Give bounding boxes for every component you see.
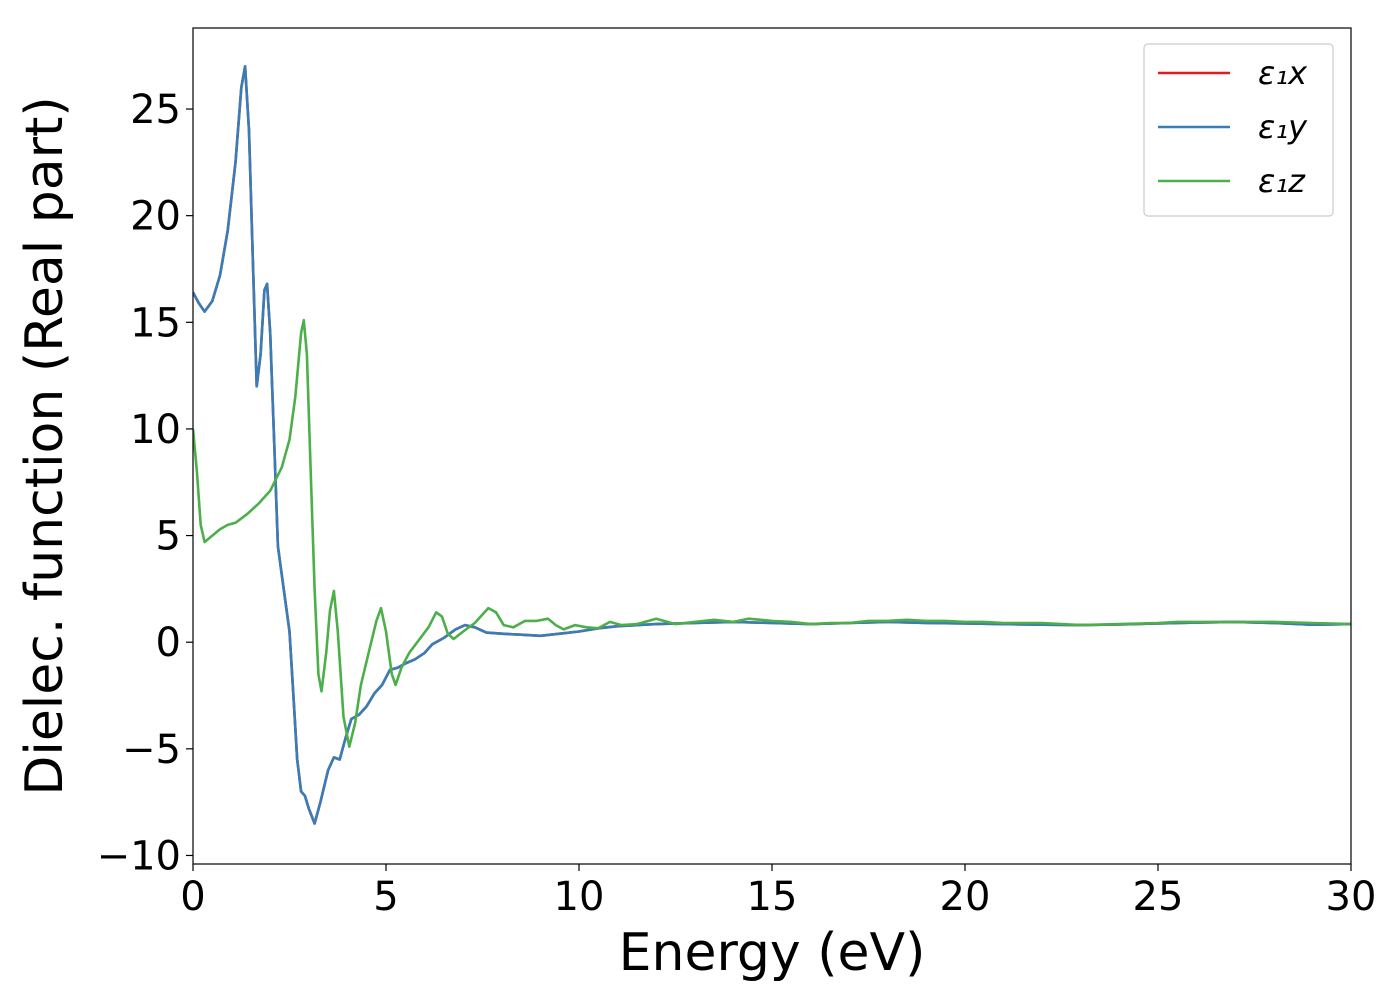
legend-entry-label: ε₁z xyxy=(1258,162,1306,200)
legend-entry-label: ε₁x xyxy=(1258,54,1308,92)
x-tick-label: 0 xyxy=(180,874,205,920)
y-tick-label: 10 xyxy=(130,407,181,453)
x-tick-label: 20 xyxy=(940,874,991,920)
x-tick-label: 10 xyxy=(554,874,605,920)
series-line-2 xyxy=(193,318,1351,748)
y-tick-label: 20 xyxy=(130,194,181,240)
y-tick-label: −5 xyxy=(122,727,181,773)
y-tick-label: −10 xyxy=(97,833,181,879)
x-tick-label: 25 xyxy=(1133,874,1184,920)
legend-box xyxy=(1143,43,1334,217)
series-layer xyxy=(193,65,1351,825)
x-tick-label: 15 xyxy=(747,874,798,920)
y-axis-label: Dielec. function (Real part) xyxy=(15,96,75,795)
y-tick-label: 15 xyxy=(130,300,181,346)
y-tick-label: 25 xyxy=(130,87,181,133)
x-axis: 0 5 10 15 20 25 30 xyxy=(180,864,1376,920)
x-axis-label: Energy (eV) xyxy=(619,923,926,983)
x-tick-label: 5 xyxy=(373,874,398,920)
legend: ε₁x ε₁y ε₁z xyxy=(1143,43,1334,217)
y-tick-label: 5 xyxy=(156,514,181,560)
y-axis: −10 −5 0 5 10 15 20 25 xyxy=(97,87,193,879)
y-tick-label: 0 xyxy=(156,620,181,666)
x-tick-label: 30 xyxy=(1326,874,1377,920)
legend-entry-label: ε₁y xyxy=(1258,108,1308,146)
